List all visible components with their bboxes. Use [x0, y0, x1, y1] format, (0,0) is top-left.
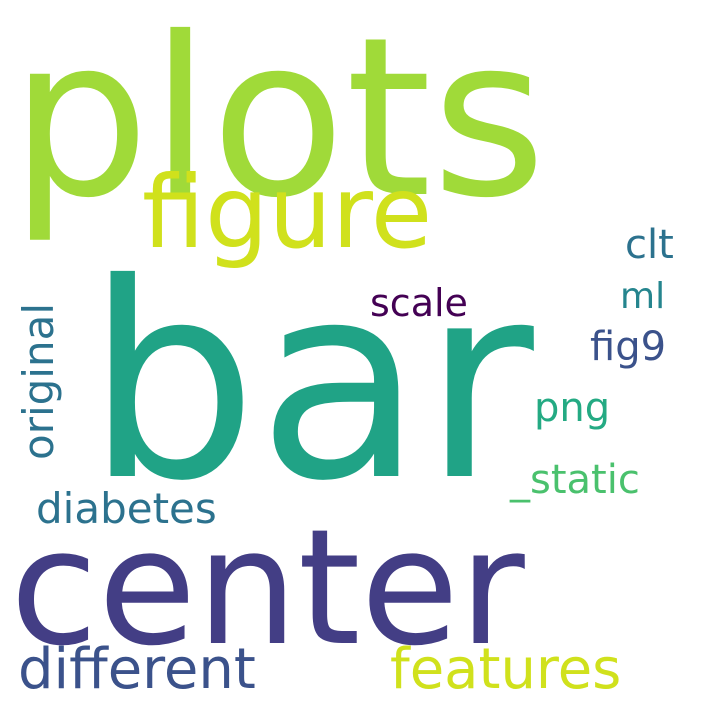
word-scale: scale — [370, 281, 468, 325]
word-ml: ml — [620, 276, 666, 317]
word-png: png — [534, 385, 611, 431]
word-center: center — [10, 494, 525, 681]
word-plots: plots — [10, 0, 547, 246]
word-fig9: fig9 — [590, 324, 667, 370]
word-original: original — [14, 303, 63, 460]
word-bar: bar — [86, 225, 534, 540]
word-static: _static — [510, 457, 640, 503]
word-clt: clt — [625, 222, 674, 268]
word-diabetes: diabetes — [36, 484, 217, 533]
word-features: features — [390, 637, 622, 702]
word-different: different — [18, 637, 256, 702]
word-figure: figure — [142, 154, 433, 271]
